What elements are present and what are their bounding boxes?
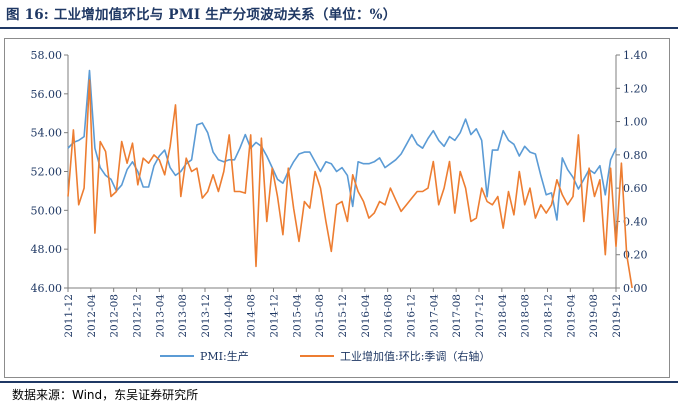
right-tick-label: 0.60 xyxy=(623,182,648,195)
left-tick-label: 58.00 xyxy=(31,49,63,62)
x-axis-tick-labels: 2011-12 2012-04 2012-08 2012-12 2013-04 2013-… xyxy=(63,294,623,338)
right-tick-label: 1.20 xyxy=(623,82,648,95)
x-tick-label: 2018-04 xyxy=(497,294,509,338)
figure-title: 图 16: 工业增加值环比与 PMI 生产分项波动关系（单位：%） xyxy=(6,7,397,23)
x-tick-label: 2017-12 xyxy=(474,294,486,338)
right-tick-label: 1.00 xyxy=(623,116,648,129)
x-tick-label: 2019-04 xyxy=(565,294,577,338)
legend-label-industrial: 工业增加值:环比:季调（右轴） xyxy=(340,349,490,363)
left-tick-label: 52.00 xyxy=(31,166,63,179)
left-tick-label: 48.00 xyxy=(31,243,63,256)
x-tick-label: 2019-12 xyxy=(611,294,623,338)
right-tick-label: 0.00 xyxy=(623,282,648,295)
left-tick-label: 46.00 xyxy=(31,282,63,295)
x-tick-label: 2015-08 xyxy=(314,294,326,338)
right-tick-label: 0.80 xyxy=(623,149,648,162)
axes xyxy=(64,54,620,292)
legend: PMI:生产 工业增加值:环比:季调（右轴） xyxy=(160,349,490,363)
chart-frame xyxy=(4,38,670,378)
right-tick-label: 0.40 xyxy=(623,215,648,228)
source-note: 数据来源：Wind，东吴证券研究所 xyxy=(12,388,199,402)
x-tick-label: 2018-08 xyxy=(520,294,532,338)
x-tick-label: 2017-04 xyxy=(428,294,440,338)
series-lines xyxy=(67,69,633,289)
series-line-pmi xyxy=(67,69,617,221)
x-tick-label: 2011-12 xyxy=(63,294,75,338)
x-tick-label: 2012-08 xyxy=(109,294,121,338)
x-tick-label: 2014-08 xyxy=(246,294,258,338)
title-rule xyxy=(0,27,678,29)
left-axis-tick-labels: 46.00 48.00 50.00 52.00 54.00 56.00 58.00 xyxy=(31,49,63,295)
x-tick-label: 2016-04 xyxy=(360,294,372,338)
x-tick-label: 2014-12 xyxy=(269,294,281,338)
x-tick-label: 2013-12 xyxy=(200,294,212,338)
x-tick-label: 2015-04 xyxy=(291,294,303,338)
x-tick-label: 2012-12 xyxy=(132,294,144,338)
x-tick-label: 2016-08 xyxy=(383,294,395,338)
x-tick-label: 2016-12 xyxy=(406,294,418,338)
x-tick-label: 2019-08 xyxy=(588,294,600,338)
line-chart: 46.00 48.00 50.00 52.00 54.00 56.00 58.00 0.00… xyxy=(31,49,648,363)
x-tick-label: 2018-12 xyxy=(543,294,555,338)
left-tick-label: 54.00 xyxy=(31,127,63,140)
x-tick-label: 2013-08 xyxy=(177,294,189,338)
right-tick-label: 1.40 xyxy=(623,49,648,62)
x-tick-label: 2015-12 xyxy=(337,294,349,338)
bottom-rule xyxy=(0,381,678,383)
left-tick-label: 50.00 xyxy=(31,204,63,217)
legend-label-pmi: PMI:生产 xyxy=(200,349,249,363)
left-tick-label: 56.00 xyxy=(31,88,63,101)
right-axis-tick-labels: 0.00 0.20 0.40 0.60 0.80 1.00 1.20 1.40 xyxy=(623,49,648,295)
x-tick-label: 2012-04 xyxy=(86,294,98,338)
x-tick-label: 2017-08 xyxy=(451,294,463,338)
right-tick-label: 0.20 xyxy=(623,249,648,262)
series-line-industrial xyxy=(67,79,633,289)
x-tick-label: 2013-04 xyxy=(154,294,166,338)
x-tick-label: 2014-04 xyxy=(223,294,235,338)
